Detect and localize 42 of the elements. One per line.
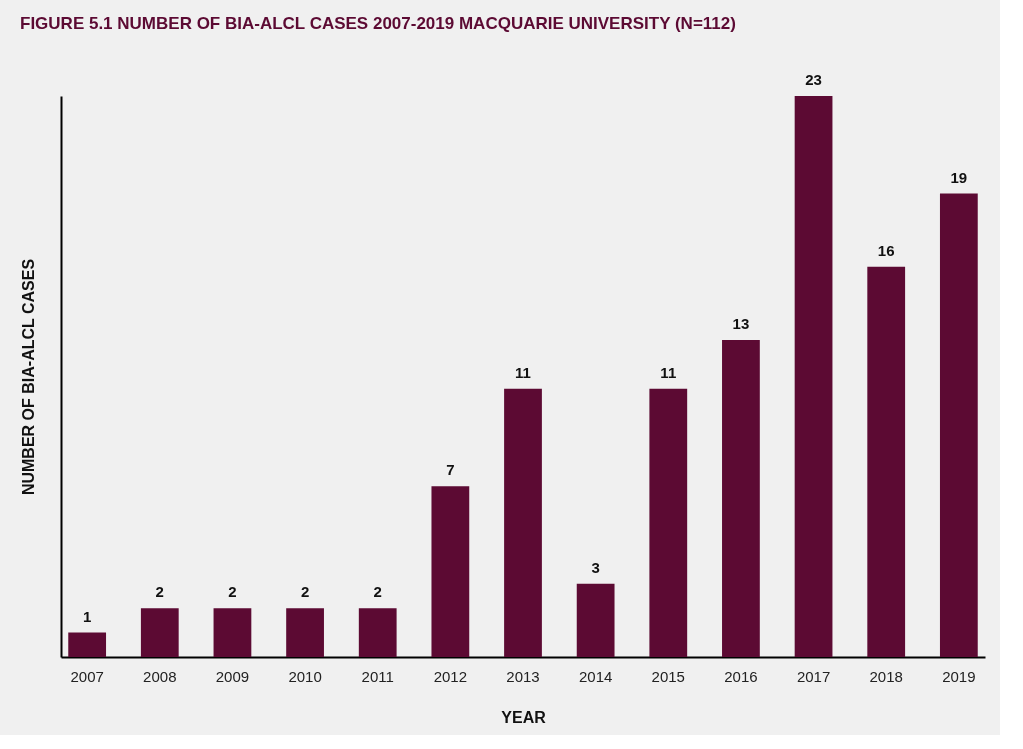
data-label: 7 [446,461,455,479]
x-tick-label: 2008 [143,667,177,685]
x-tick-label: 2011 [361,667,394,685]
bar [431,486,470,657]
data-label: 2 [228,583,237,601]
bar [649,388,688,657]
x-tick-label: 2017 [796,667,831,685]
data-label: 2 [300,583,310,601]
data-label: 2 [373,583,382,601]
bar [358,608,397,657]
chart-title: FIGURE 5.1 NUMBER OF BIA-ALCL CASES 2007-2019 MACQUARIE UNIVERSITY (N=112) [20,14,736,33]
x-tick-label: 2007 [70,667,104,685]
data-label: 13 [732,314,750,332]
data-label: 16 [877,241,895,259]
data-label: 23 [805,71,822,88]
data-label: 19 [950,168,968,186]
x-tick-label: 2019 [942,667,976,685]
bar [286,608,324,657]
bar [213,608,252,657]
x-tick-label: 2015 [651,667,685,685]
data-label: 11 [515,363,531,381]
x-tick-label: 2010 [288,667,322,685]
bar [140,608,179,657]
x-tick-label: 2012 [433,667,468,685]
bar [504,388,542,657]
data-label: 11 [660,363,677,381]
bar [867,266,906,657]
data-label: 3 [591,558,600,576]
x-axis-title: YEAR [501,708,547,726]
bar [722,339,760,657]
bar [68,632,107,657]
bar [576,583,615,657]
x-tick-label: 2014 [578,667,613,685]
data-label: 2 [155,583,164,601]
x-tick-label: 2016 [724,667,758,685]
data-label: 1 [82,607,92,625]
bar [939,193,978,657]
x-tick-label: 2018 [869,667,903,685]
x-tick-label: 2013 [506,667,540,685]
x-tick-label: 2009 [215,667,250,685]
y-axis-title: NUMBER OF BIA-ALCL CASES [19,258,37,496]
bar [794,96,833,657]
